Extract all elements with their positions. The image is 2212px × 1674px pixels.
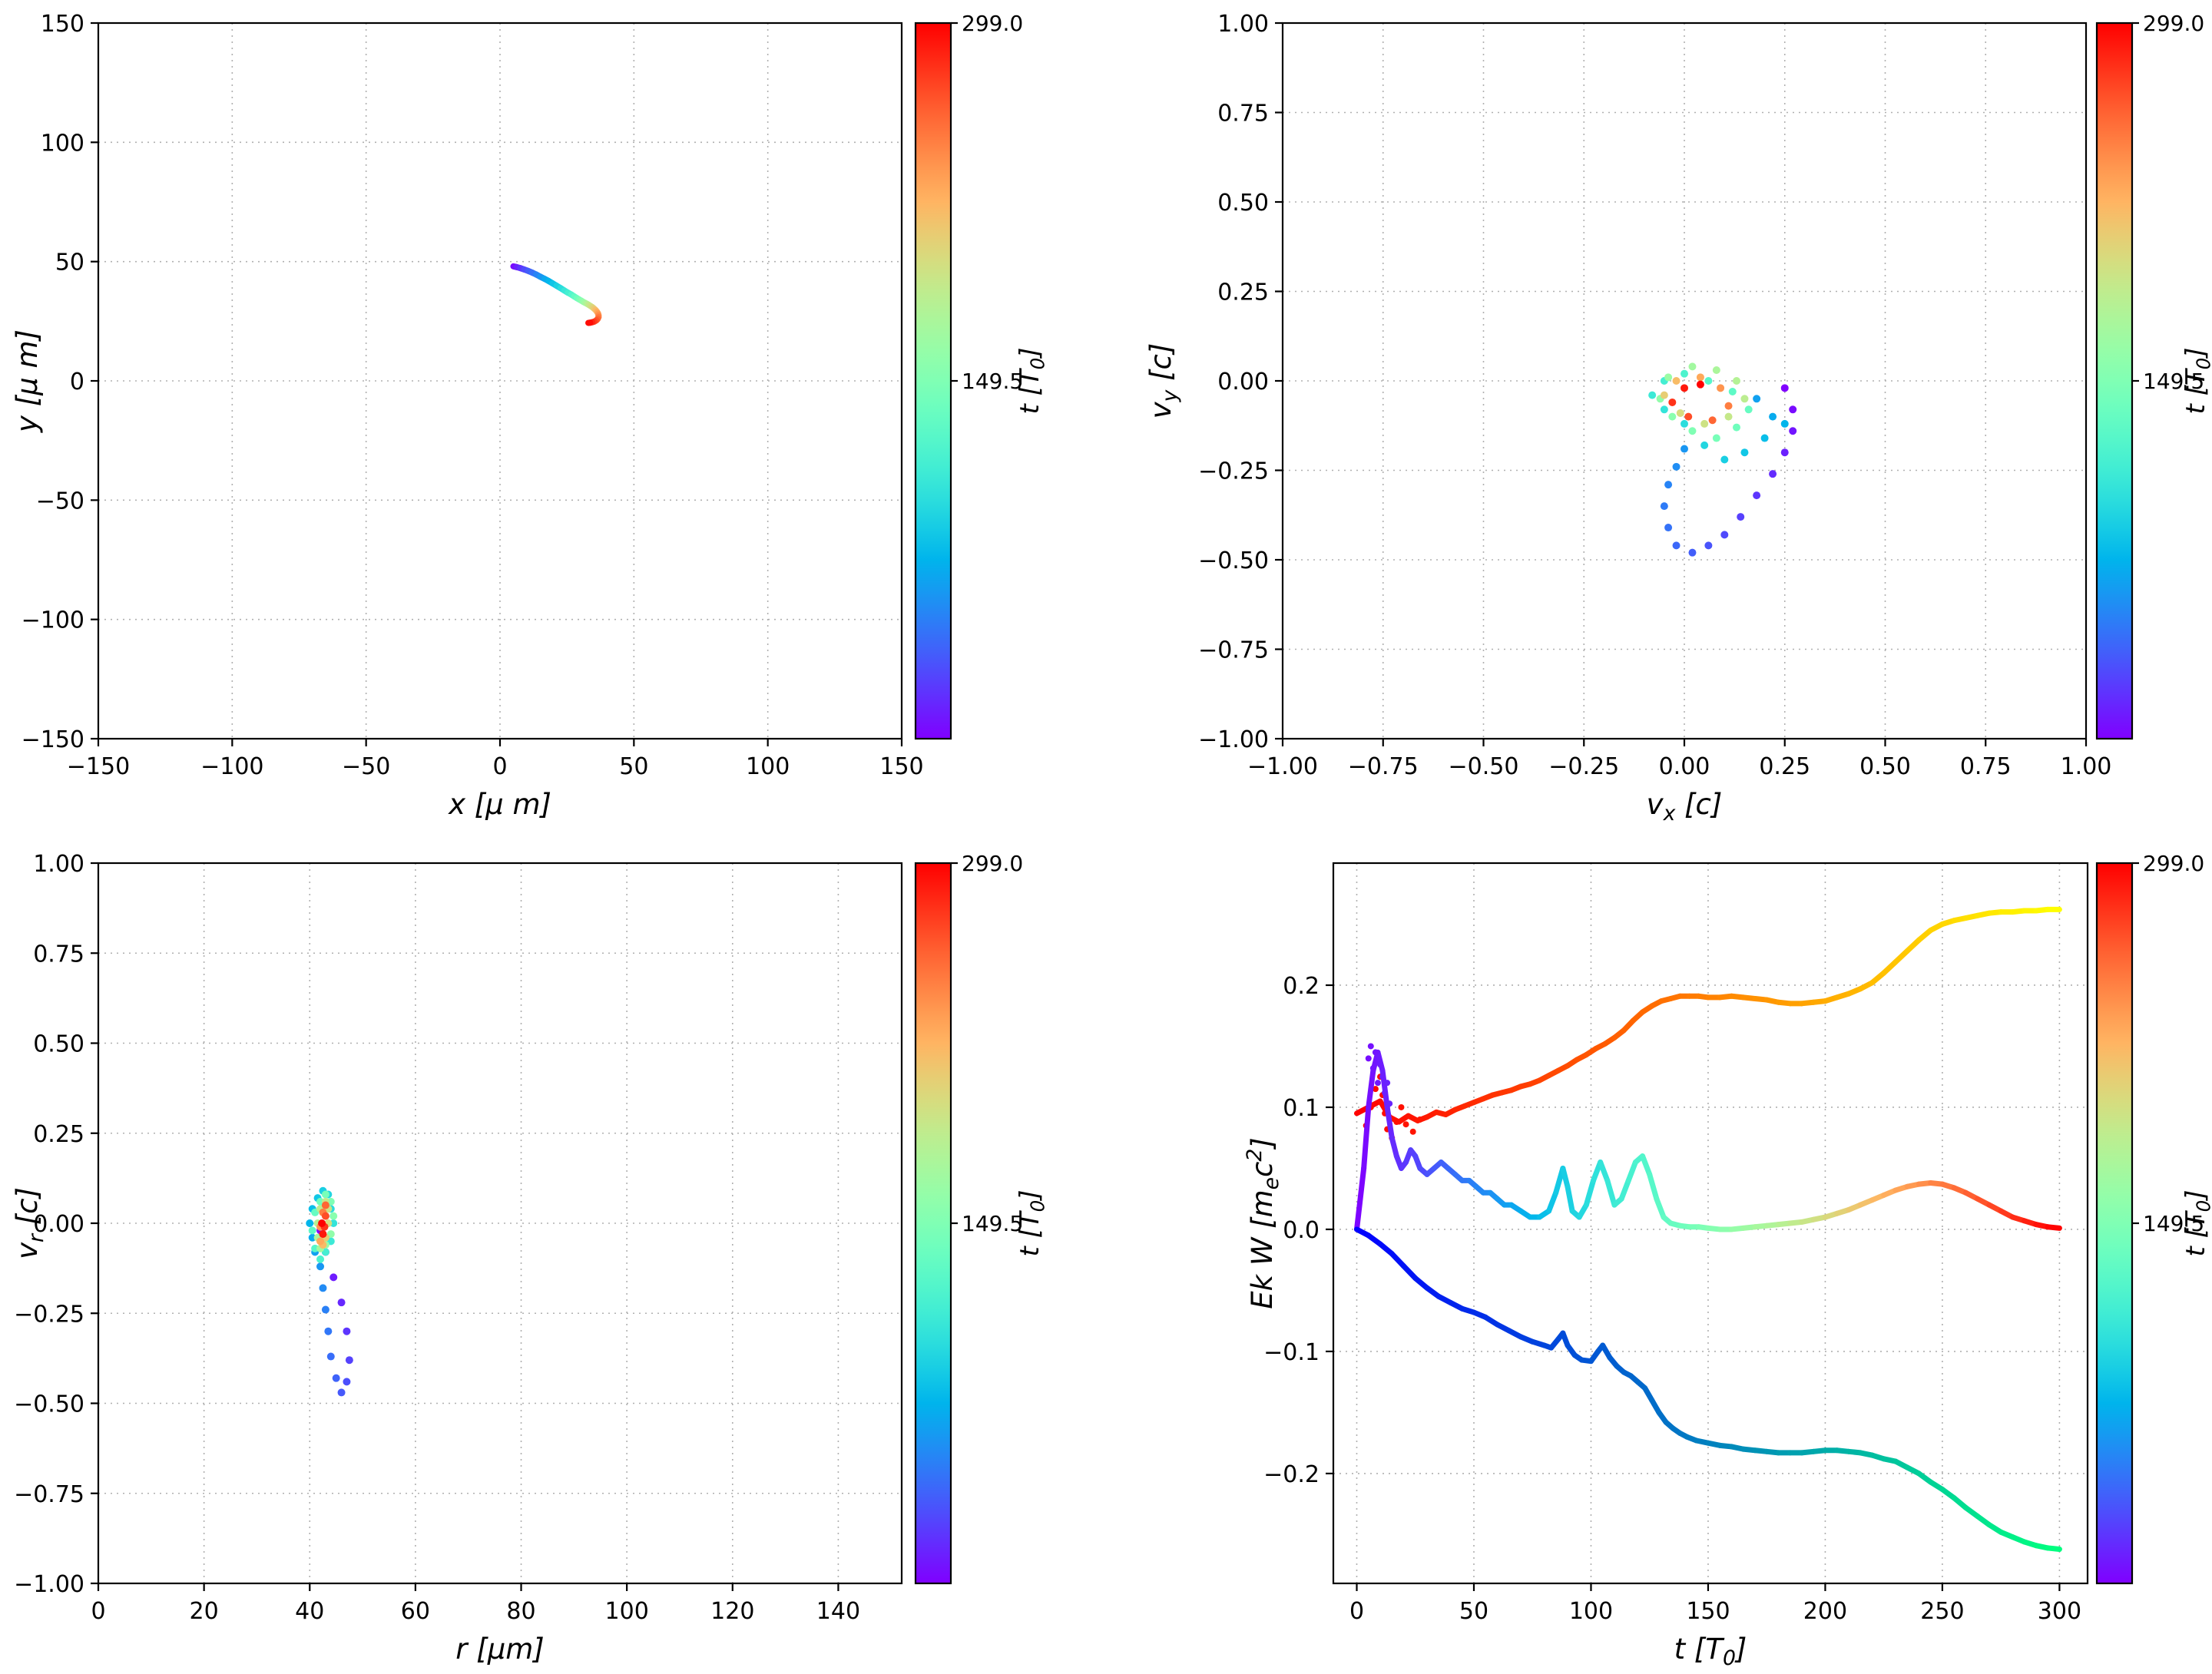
y-tick-label: −0.50 [14,1391,84,1418]
x-tick-label: 0 [91,1598,105,1625]
y-tick-label: −0.75 [14,1481,84,1508]
plot-area [1333,863,2088,1583]
x-tick-label: 0.75 [1960,753,2012,780]
energy-vs-time-plot: 0 50 100 150 200 250 300 −0.2 −0.1 0.0 0.1 0.2 t [T0… [1243,851,2212,1670]
x-tick-label: −150 [67,753,130,780]
colorbar [2097,863,2132,1583]
x-tick-label: 120 [710,1598,754,1625]
colorbar-tick-label: 299.0 [962,851,1023,876]
x-tick-label: 0 [492,753,507,780]
y-tick-label: −0.1 [1263,1339,1320,1366]
y-tick-label: −1.00 [1198,726,1269,753]
x-tick-label: 50 [619,753,648,780]
y-tick-label: 1.00 [1217,11,1269,38]
x-tick-label: 150 [1686,1598,1730,1625]
x-tick-label: 40 [295,1598,324,1625]
y-tick-label: 0.25 [33,1121,84,1148]
x-axis-label: r [μm] [455,1633,544,1666]
x-tick-label: 200 [1803,1598,1847,1625]
x-tick-label: −0.75 [1348,753,1419,780]
y-tick-label: 50 [55,250,84,276]
vx-vy-plot: −1.00 −0.75 −0.50 −0.25 0.00 0.25 0.50 0.75 1.00… [1144,11,2212,825]
x-tick-label: 0.50 [1859,753,1911,780]
x-tick-label: −50 [342,753,390,780]
y-tick-label: 1.00 [33,851,84,878]
colorbar-tick-label: 299.0 [2143,851,2204,876]
colorbar-label: t [T0] [2181,347,2212,414]
y-axis-label: vr [c] [11,1187,48,1259]
x-tick-label: 0 [1349,1598,1364,1625]
x-tick-label: 0.00 [1659,753,1710,780]
x-tick-label: −100 [200,753,263,780]
x-tick-label: −0.50 [1449,753,1519,780]
y-tick-label: −0.50 [1198,548,1269,574]
y-tick-label: 0 [70,369,84,395]
x-tick-label: 100 [605,1598,649,1625]
y-tick-label: 0.50 [1217,190,1269,217]
y-tick-label: 0.50 [33,1031,84,1058]
y-tick-label: 150 [41,11,84,38]
colorbar [2097,23,2132,739]
y-tick-label: 0.00 [1217,369,1269,395]
x-axis-label: t [T0] [1674,1633,1747,1670]
y-tick-label: 0.2 [1283,973,1320,1000]
x-tick-label: −1.00 [1247,753,1318,780]
x-tick-label: 140 [816,1598,860,1625]
x-tick-label: 1.00 [2061,753,2112,780]
colorbar-label: t [T0] [1015,1189,1048,1256]
colorbar-label: t [T0] [2181,1189,2212,1256]
colorbar [916,23,951,739]
x-tick-label: 0.25 [1759,753,1810,780]
y-axis-label: Ek W [mec2] [1243,1137,1283,1309]
y-tick-label: −0.25 [1198,458,1269,485]
x-tick-label: 100 [1569,1598,1613,1625]
y-tick-label: −1.00 [14,1571,84,1598]
y-tick-label: 0.0 [1283,1217,1320,1244]
x-tick-label: 100 [746,753,790,780]
y-tick-label: 0.75 [33,941,84,968]
x-tick-label: 80 [506,1598,535,1625]
y-axis-label: vy [c] [1144,343,1182,419]
y-tick-label: 0.75 [1217,101,1269,127]
r-vr-plot: 0 20 40 60 80 100 120 140 −1.00 −0.75 −0.50 −0.25 0.… [11,851,1048,1666]
xy-trajectory-plot: −150 −100 −50 0 50 100 150 −150 −100 −50 0 50 100 150… [11,11,1048,821]
x-axis-label: vx [c] [1647,788,1723,825]
x-tick-label: 50 [1459,1598,1488,1625]
x-tick-label: −0.25 [1548,753,1619,780]
y-tick-label: −0.2 [1263,1461,1320,1488]
x-axis-label: x [μ m] [448,788,551,821]
y-tick-label: 100 [41,130,84,157]
colorbar-label: t [T0] [1015,347,1048,414]
colorbar-tick-label: 299.0 [2143,11,2204,36]
x-tick-label: 300 [2038,1598,2081,1625]
y-tick-label: 0.25 [1217,280,1269,306]
x-tick-label: 60 [401,1598,430,1625]
colorbar [916,863,951,1583]
y-tick-label: −50 [36,488,84,514]
y-tick-label: −100 [22,607,84,634]
x-tick-label: 150 [879,753,923,780]
y-axis-label: y [μ m] [11,329,44,433]
y-tick-label: −0.75 [1198,637,1269,664]
x-tick-label: 250 [1920,1598,1964,1625]
y-tick-label: −150 [22,726,84,753]
colorbar-tick-label: 299.0 [962,11,1023,36]
y-tick-label: −0.25 [14,1301,84,1328]
x-tick-label: 20 [190,1598,219,1625]
y-tick-label: 0.1 [1283,1095,1320,1122]
